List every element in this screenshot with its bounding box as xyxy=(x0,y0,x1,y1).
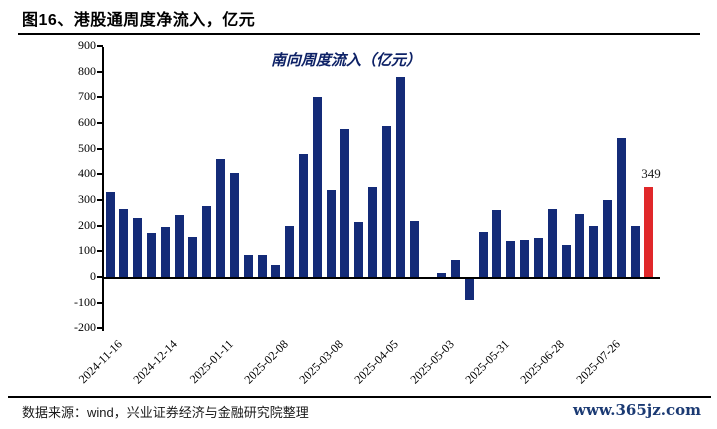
y-axis-tick xyxy=(97,276,103,278)
chart-bar xyxy=(437,273,447,277)
x-axis-label: 2025-07-26 xyxy=(572,337,623,387)
chart-bar xyxy=(133,217,143,277)
y-axis-label: 200 xyxy=(78,217,96,232)
y-axis-tick xyxy=(97,96,103,99)
y-axis-tick xyxy=(97,147,103,150)
chart-bar xyxy=(395,76,405,277)
chart-bar xyxy=(119,208,129,277)
chart-bar xyxy=(478,232,488,277)
y-axis-label: -200 xyxy=(74,320,96,335)
y-axis-tick xyxy=(97,327,103,330)
chart-bar xyxy=(451,260,460,277)
chart-bar xyxy=(492,210,502,277)
chart-bar xyxy=(561,244,571,277)
chart-bar xyxy=(506,241,516,277)
chart-bar xyxy=(381,125,391,277)
y-axis-tick xyxy=(97,250,103,253)
y-axis-label: 0 xyxy=(90,269,96,283)
chart-bar xyxy=(105,192,115,277)
chart-bar xyxy=(312,97,322,277)
chart-bar xyxy=(409,220,419,277)
y-axis-label: 900 xyxy=(78,37,96,52)
y-axis-tick xyxy=(97,224,103,227)
chart-bar xyxy=(271,265,281,277)
x-axis-label: 2025-02-08 xyxy=(241,337,291,387)
chart-bar xyxy=(630,225,640,277)
chart-bar xyxy=(354,221,364,277)
y-axis-label: 700 xyxy=(78,89,96,104)
x-axis-label: 2025-06-28 xyxy=(517,337,568,387)
x-axis-zero-line xyxy=(102,277,660,279)
y-axis-label: 100 xyxy=(78,243,96,258)
bar-value-label: 349 xyxy=(641,166,661,182)
chart-bar xyxy=(229,173,239,277)
y-axis-label: 400 xyxy=(78,166,96,181)
y-axis-label: 500 xyxy=(78,140,96,155)
chart-bar xyxy=(146,233,156,277)
page-title: 图16、港股通周度净流入，亿元 xyxy=(22,12,256,29)
y-axis-tick xyxy=(97,198,103,201)
chart-bar xyxy=(533,238,543,277)
chart-bar xyxy=(202,206,212,277)
chart-bar xyxy=(547,208,557,277)
y-axis-tick xyxy=(97,301,103,304)
chart-bar xyxy=(243,255,253,277)
chart-bar xyxy=(326,189,336,277)
site-link[interactable]: www.365jz.com xyxy=(573,401,701,419)
y-axis-label: 800 xyxy=(78,63,96,78)
chart-bar xyxy=(589,225,599,277)
x-axis-label: 2024-11-16 xyxy=(75,337,125,387)
y-axis-tick xyxy=(97,44,103,47)
chart-bar xyxy=(160,226,170,277)
chart-title: 南向周度流入（亿元） xyxy=(270,53,421,69)
x-axis-label: 2025-05-03 xyxy=(407,337,457,387)
chart-bar xyxy=(340,129,350,277)
y-axis-label: 300 xyxy=(78,191,96,206)
x-axis-label: 2025-05-31 xyxy=(462,337,512,387)
x-axis-label: 2024-12-14 xyxy=(130,337,181,387)
chart-bar xyxy=(174,215,184,277)
chart-bar xyxy=(575,214,585,277)
chart-bar-highlighted xyxy=(644,187,654,277)
chart-bar xyxy=(464,279,474,300)
y-axis-tick xyxy=(97,70,103,73)
data-source-text: 数据来源：wind，兴业证券经济与金融研究院整理 xyxy=(22,405,309,420)
chart-bar xyxy=(520,239,530,277)
x-axis-label: 2025-04-05 xyxy=(351,337,402,387)
chart-bar xyxy=(603,199,613,277)
y-axis-tick xyxy=(97,121,103,124)
title-divider xyxy=(18,33,700,35)
chart-bar xyxy=(616,138,626,277)
chart-bar xyxy=(298,153,308,277)
y-axis-label: -100 xyxy=(74,294,96,309)
y-axis-label: 600 xyxy=(78,114,96,129)
footer-divider xyxy=(8,396,711,398)
y-axis-line xyxy=(102,47,104,331)
chart-bar xyxy=(285,225,295,277)
chart-bar xyxy=(188,237,198,277)
x-axis-label: 2025-03-08 xyxy=(296,337,347,387)
x-axis-label: 2025-01-11 xyxy=(186,337,236,387)
chart-bar xyxy=(216,158,226,277)
chart-bar xyxy=(368,187,378,277)
y-axis-tick xyxy=(97,173,103,176)
chart-bar xyxy=(257,255,267,277)
